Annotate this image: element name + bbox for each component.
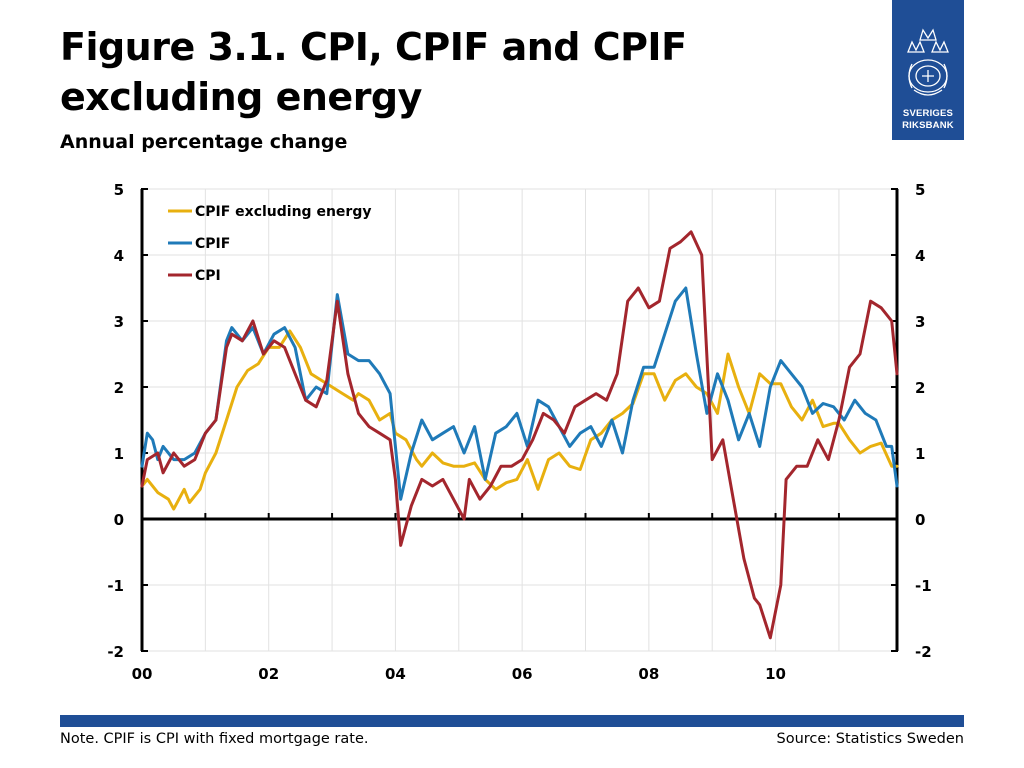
y-tick-label-right: -1 bbox=[915, 577, 932, 595]
chart-tick-labels: -2 -2-1 -10 01 12 23 34 45 500 02 04 06 08 10 bbox=[107, 181, 931, 683]
legend-label: CPIF excluding energy bbox=[195, 204, 371, 220]
legend-label: CPI bbox=[195, 268, 221, 284]
y-tick-label-right: 1 bbox=[915, 445, 925, 463]
logo-text-line1: SVERIGES bbox=[902, 108, 954, 119]
y-tick-label: -1 bbox=[107, 577, 124, 595]
x-tick-label: 00 bbox=[132, 665, 153, 683]
series-line-cpi bbox=[140, 230, 899, 640]
chart-axes bbox=[140, 188, 899, 652]
y-tick-label-right: -2 bbox=[915, 643, 932, 661]
footer-note: Note. CPIF is CPI with fixed mortgage ra… bbox=[60, 731, 369, 747]
x-tick-label: 02 bbox=[258, 665, 279, 683]
y-tick-label: 3 bbox=[114, 313, 124, 331]
y-tick-label: 0 bbox=[114, 511, 124, 529]
y-tick-label-right: 4 bbox=[915, 247, 925, 265]
chart-lines bbox=[140, 230, 899, 640]
page-subtitle: Annual percentage change bbox=[60, 131, 348, 153]
y-tick-label-right: 3 bbox=[915, 313, 925, 331]
series-line-cpif-excluding-energy bbox=[140, 329, 899, 511]
logo-text-line2: RIKSBANK bbox=[902, 120, 954, 131]
footer-bar bbox=[60, 715, 964, 727]
chart-grid bbox=[142, 188, 897, 652]
crown-emblem-icon bbox=[907, 28, 949, 96]
series-line-cpif bbox=[140, 286, 899, 501]
y-tick-label: 5 bbox=[114, 181, 124, 199]
y-tick-label: 1 bbox=[114, 445, 124, 463]
riksbank-logo: SVERIGES RIKSBANK bbox=[892, 0, 964, 140]
line-chart: -2 -2-1 -10 01 12 23 34 45 500 02 04 06 08 10 CPIF ex… bbox=[107, 181, 931, 683]
footer-source: Source: Statistics Sweden bbox=[776, 731, 965, 747]
x-tick-label: 10 bbox=[765, 665, 786, 683]
y-tick-label-right: 0 bbox=[915, 511, 925, 529]
page-title: Figure 3.1. CPI, CPIF and CPIF excluding… bbox=[60, 25, 687, 119]
x-tick-label: 08 bbox=[638, 665, 659, 683]
y-tick-label: 2 bbox=[114, 379, 124, 397]
y-tick-label-right: 5 bbox=[915, 181, 925, 199]
chart-legend: CPIF excluding energy CPIF CPI bbox=[168, 204, 371, 284]
x-tick-label: 06 bbox=[512, 665, 533, 683]
x-tick-label: 04 bbox=[385, 665, 406, 683]
y-tick-label: -2 bbox=[107, 643, 124, 661]
y-tick-label: 4 bbox=[114, 247, 124, 265]
legend-label: CPIF bbox=[195, 236, 230, 252]
y-tick-label-right: 2 bbox=[915, 379, 925, 397]
